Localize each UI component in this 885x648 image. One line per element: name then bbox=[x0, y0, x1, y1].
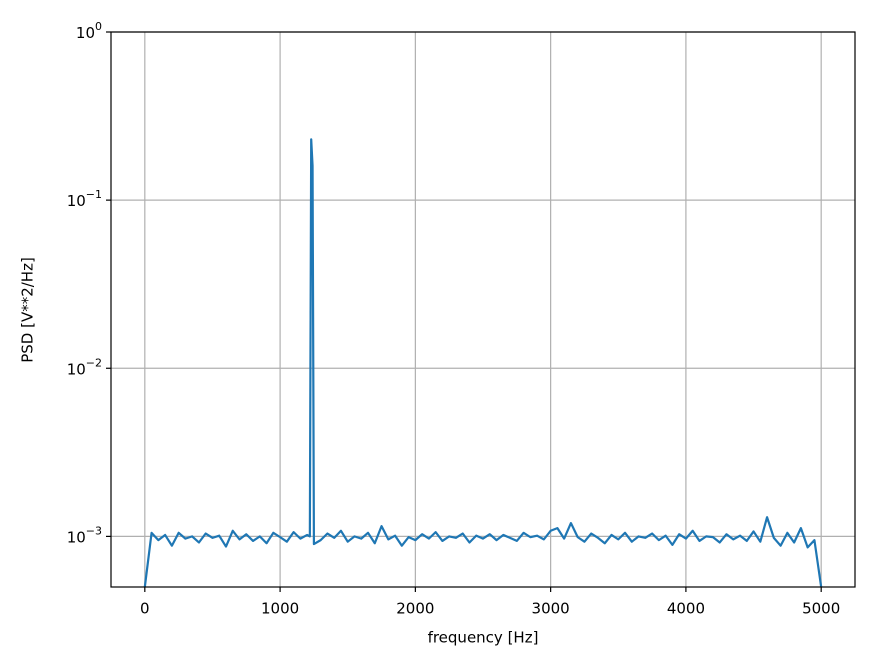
y-tick-label: 10−2 bbox=[67, 356, 102, 378]
x-tick-label: 1000 bbox=[261, 600, 299, 618]
x-tick-label: 3000 bbox=[532, 600, 570, 618]
x-tick-label: 2000 bbox=[396, 600, 434, 618]
y-tick-label: 100 bbox=[76, 20, 102, 42]
x-tick-label: 5000 bbox=[802, 600, 840, 618]
psd-line bbox=[143, 138, 823, 587]
y-tick-label: 10−1 bbox=[67, 188, 102, 210]
x-axis-label: frequency [Hz] bbox=[428, 629, 539, 647]
y-axis-label: PSD [V**2/Hz] bbox=[19, 257, 37, 363]
x-tick-label: 4000 bbox=[667, 600, 705, 618]
y-tick-label: 10−3 bbox=[67, 524, 102, 546]
axes-frame bbox=[110, 31, 856, 588]
x-tick-label: 0 bbox=[140, 600, 150, 618]
